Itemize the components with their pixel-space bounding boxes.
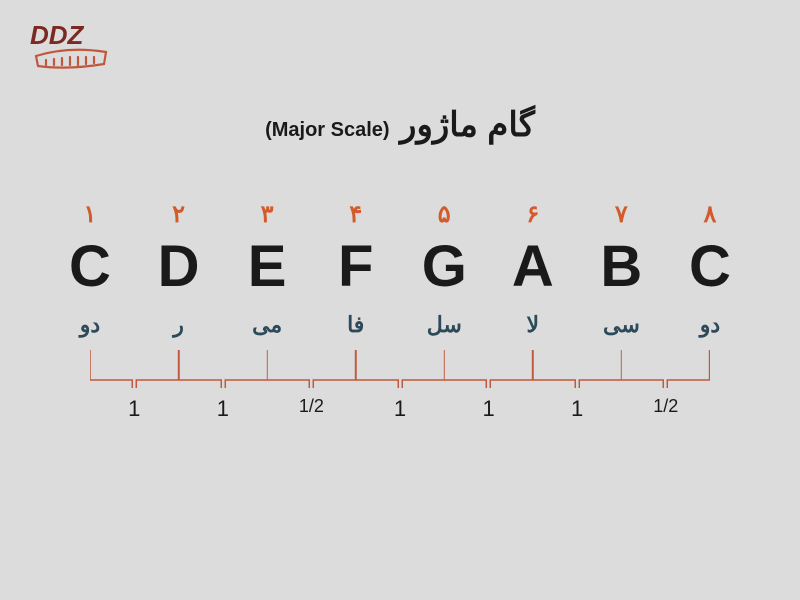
- title-main: گام ماژور: [400, 105, 535, 145]
- degree-7: ۷: [591, 195, 651, 235]
- logo-svg: DDZ: [28, 18, 118, 78]
- degree-4: ۴: [326, 195, 386, 235]
- title-sub: (Major Scale): [265, 119, 389, 142]
- note-D-2: D: [149, 235, 209, 305]
- note-row: CDEFGABC: [0, 235, 800, 305]
- degree-8: ۸: [680, 195, 740, 235]
- title: گام ماژور (Major Scale): [0, 105, 800, 145]
- solfege-row: دو ر می فا سل لا سی دو: [0, 305, 800, 345]
- interval-label-2: 1: [217, 396, 229, 422]
- degree-row: ۱۲۳۴۵۶۷۸: [0, 195, 800, 235]
- interval-label-4: 1: [394, 396, 406, 422]
- interval-label-5: 1: [482, 396, 494, 422]
- solfege-2: ر: [149, 305, 209, 345]
- bracket-5: [444, 350, 533, 390]
- logo: DDZ: [28, 18, 118, 83]
- note-E-3: E: [237, 235, 297, 305]
- note-G-5: G: [414, 235, 474, 305]
- bracket-1: [90, 350, 179, 390]
- interval-label-3: 1/2: [299, 396, 324, 417]
- solfege-5: سل: [414, 305, 474, 345]
- note-B-7: B: [591, 235, 651, 305]
- solfege-3: می: [237, 305, 297, 345]
- bracket-4: [356, 350, 445, 390]
- scale-diagram: ۱۲۳۴۵۶۷۸ CDEFGABC دورمیفاسللاسیدو: [0, 195, 800, 345]
- note-A-6: A: [503, 235, 563, 305]
- note-F-4: F: [326, 235, 386, 305]
- note-C-1: C: [60, 235, 120, 305]
- solfege-8: دو: [680, 305, 740, 345]
- bracket-3: [267, 350, 356, 390]
- interval-brackets: 1 1 1/2 1 1 1 1/2: [0, 350, 800, 430]
- solfege-1: دو: [60, 305, 120, 345]
- bracket-6: [533, 350, 622, 390]
- degree-3: ۳: [237, 195, 297, 235]
- bracket-2: [179, 350, 268, 390]
- svg-text:DDZ: DDZ: [30, 20, 85, 50]
- interval-label-7: 1/2: [653, 396, 678, 417]
- degree-5: ۵: [414, 195, 474, 235]
- bracket-7: [621, 350, 710, 390]
- degree-1: ۱: [60, 195, 120, 235]
- degree-2: ۲: [149, 195, 209, 235]
- solfege-6: لا: [503, 305, 563, 345]
- interval-label-6: 1: [571, 396, 583, 422]
- solfege-7: سی: [591, 305, 651, 345]
- note-C-8: C: [680, 235, 740, 305]
- solfege-4: فا: [326, 305, 386, 345]
- degree-6: ۶: [503, 195, 563, 235]
- interval-label-1: 1: [128, 396, 140, 422]
